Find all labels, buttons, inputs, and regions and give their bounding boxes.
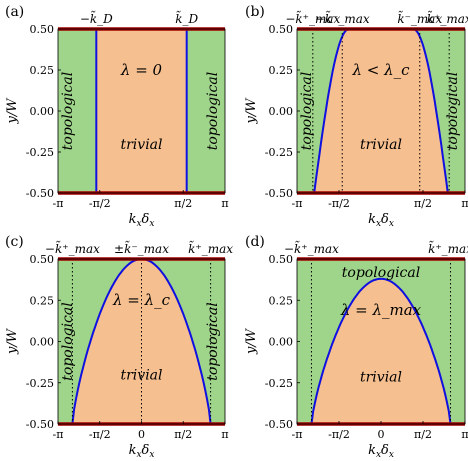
phase-boundary-curve bbox=[310, 277, 452, 425]
panel-a: 0.50 0.25 0.00 -0.25 -0.50 y/W -π -π/2 π/2 π kxδx (… bbox=[5, 4, 229, 229]
x-tick-label: 0 bbox=[378, 428, 385, 441]
x-tick-label: -π bbox=[292, 197, 303, 210]
y-tick-label: -0.50 bbox=[26, 418, 54, 431]
y-tick-label: 0.00 bbox=[269, 105, 294, 118]
region-label-topological: topological bbox=[205, 302, 221, 380]
y-tick-label: 0.50 bbox=[30, 23, 55, 36]
x-tick-label: -π bbox=[53, 428, 64, 441]
y-tick-label: 0.50 bbox=[269, 253, 294, 266]
y-tick-label: 0.00 bbox=[30, 105, 55, 118]
lambda-annotation: λ = λ_max bbox=[340, 301, 422, 319]
region-label-topological: topological bbox=[342, 265, 420, 281]
y-tick-label: 0.00 bbox=[269, 336, 294, 349]
x-tick-label: 0 bbox=[138, 428, 145, 441]
y-tick-label: 0.50 bbox=[30, 253, 55, 266]
top-marker-label: k̃⁻_max bbox=[397, 10, 442, 26]
y-tick-label: -0.50 bbox=[265, 187, 293, 200]
lambda-annotation: λ = λ_c bbox=[112, 291, 171, 309]
top-marker-label: −k̃⁺_max bbox=[285, 10, 340, 26]
x-tick-label: -π/2 bbox=[328, 428, 350, 441]
y-axis-label: y/W bbox=[244, 327, 259, 355]
panel-b: 0.50 0.25 0.00 -0.25 -0.50 y/W -π -π/2 π/2 π kxδx (… bbox=[244, 4, 468, 229]
x-tick-label: π/2 bbox=[414, 428, 432, 441]
y-tick-label: 0.25 bbox=[269, 64, 294, 77]
x-axis-label: kxδx bbox=[368, 443, 394, 460]
region-label-topological: topological bbox=[299, 72, 315, 150]
trivial-region bbox=[96, 29, 187, 193]
x-tick-label: -π bbox=[292, 428, 303, 441]
panel-c: 0.50 0.25 0.00 -0.25 -0.50 y/W -π -π/2 0 π/2 π kxδx… bbox=[5, 234, 233, 460]
x-tick-label: π/2 bbox=[174, 197, 192, 210]
region-label-trivial: trivial bbox=[360, 370, 402, 386]
region-label-trivial: trivial bbox=[120, 137, 162, 153]
region-label-topological: topological bbox=[445, 72, 461, 150]
y-axis-label: y/W bbox=[244, 97, 259, 125]
y-tick-label: -0.25 bbox=[26, 377, 54, 390]
x-tick-label: -π/2 bbox=[328, 197, 350, 210]
region-label-trivial: trivial bbox=[360, 137, 402, 153]
top-marker-label: −k̃⁺_max bbox=[284, 240, 339, 256]
x-tick-label: π bbox=[461, 428, 468, 441]
trivial-region bbox=[72, 259, 211, 424]
y-tick-label: -0.25 bbox=[265, 377, 293, 390]
x-axis-label: kxδx bbox=[129, 212, 155, 229]
y-tick-label: -0.25 bbox=[26, 146, 54, 159]
lambda-annotation: λ = 0 bbox=[120, 61, 163, 79]
y-axis-label: y/W bbox=[5, 97, 20, 125]
x-tick-label: π bbox=[221, 197, 228, 210]
x-tick-label: π bbox=[221, 428, 228, 441]
y-tick-label: -0.50 bbox=[26, 187, 54, 200]
trivial-region bbox=[314, 29, 448, 193]
x-axis-label: kxδx bbox=[368, 212, 394, 229]
y-tick-label: 0.25 bbox=[269, 294, 294, 307]
top-marker-label: k̃⁺_max bbox=[428, 240, 468, 256]
y-tick-label: 0.25 bbox=[30, 64, 55, 77]
panel-label: (a) bbox=[5, 4, 24, 20]
lambda-annotation: λ < λ_c bbox=[351, 61, 410, 79]
x-tick-label: -π bbox=[53, 197, 64, 210]
y-tick-label: 0.25 bbox=[30, 294, 55, 307]
x-tick-label: -π/2 bbox=[89, 197, 111, 210]
y-tick-label: -0.50 bbox=[265, 418, 293, 431]
x-tick-label: π/2 bbox=[414, 197, 432, 210]
x-tick-label: π bbox=[461, 197, 468, 210]
x-axis-label: kxδx bbox=[129, 443, 155, 460]
panel-d: 0.50 0.25 0.00 -0.25 -0.50 y/W -π -π/2 0 π/2 π kxδx… bbox=[244, 234, 468, 460]
y-tick-label: -0.25 bbox=[265, 146, 293, 159]
region-label-topological: topological bbox=[60, 72, 76, 150]
panel-label: (c) bbox=[5, 234, 24, 250]
top-marker-label: −k̃⁻_max bbox=[315, 10, 370, 26]
panel-label: (d) bbox=[245, 234, 265, 250]
top-marker-label: k̃_D bbox=[175, 10, 198, 26]
x-tick-label: π/2 bbox=[174, 428, 192, 441]
region-label-topological: topological bbox=[60, 302, 76, 380]
panel-label: (b) bbox=[245, 4, 265, 20]
region-label-topological: topological bbox=[205, 72, 221, 150]
top-marker-label: ±k̃⁻_max bbox=[114, 240, 169, 256]
top-marker-label: k̃⁺_max bbox=[188, 240, 233, 256]
x-tick-label: -π/2 bbox=[89, 428, 111, 441]
top-marker-label: −k̃_D bbox=[80, 10, 113, 26]
y-axis-label: y/W bbox=[5, 327, 20, 355]
y-tick-label: 0.50 bbox=[269, 23, 294, 36]
top-marker-label: k̃⁺_max bbox=[427, 10, 468, 26]
region-label-trivial: trivial bbox=[120, 368, 162, 384]
top-marker-label: −k̃⁺_max bbox=[45, 240, 100, 256]
y-tick-label: 0.00 bbox=[30, 336, 55, 349]
trivial-region bbox=[311, 278, 451, 424]
